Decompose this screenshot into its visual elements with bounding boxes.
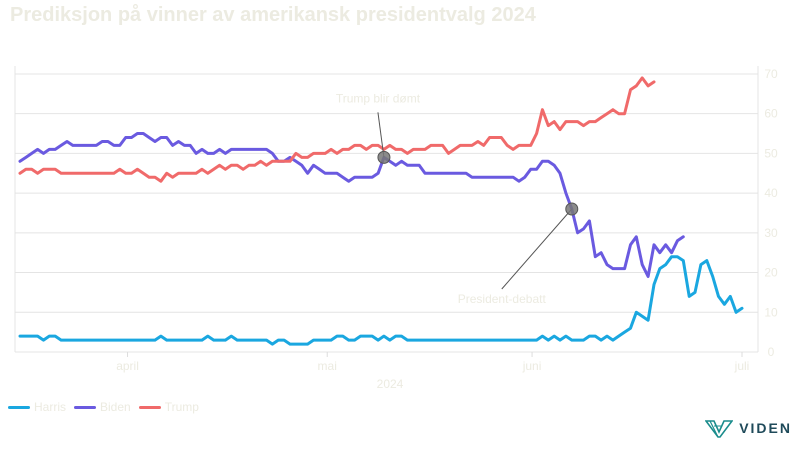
- annotation-label: President-debatt: [458, 292, 547, 306]
- legend-swatch-trump: [138, 405, 161, 409]
- legend-label-harris: Harris: [34, 400, 66, 414]
- y-tick-label: 50: [764, 146, 778, 160]
- viden-logo: VIDEN: [705, 418, 792, 438]
- y-tick-label: 0: [768, 345, 775, 359]
- grid-lines: [14, 66, 759, 353]
- y-axis-ticks: 0 10 20 30 40 50 60 70: [764, 67, 778, 359]
- viden-logo-icon: [705, 420, 734, 438]
- x-axis-ticks: april mai juni juli: [116, 352, 749, 373]
- logo-text: VIDEN: [739, 420, 792, 436]
- annotation-marker: [377, 150, 391, 164]
- legend-label-trump: Trump: [164, 400, 199, 414]
- series-line-biden: [18, 132, 685, 278]
- series-line-harris: [18, 255, 744, 346]
- annotation-label: Trump blir dømt: [336, 91, 421, 105]
- y-tick-label: 20: [764, 266, 778, 280]
- x-tick-label: juli: [734, 359, 750, 373]
- legend-item-biden[interactable]: Biden: [74, 400, 131, 414]
- chart-title: Prediksjon på vinner av amerikansk presi…: [10, 4, 536, 26]
- legend-item-trump[interactable]: Trump: [138, 400, 199, 414]
- y-tick-label: 10: [764, 305, 778, 319]
- series-line-trump: [18, 76, 656, 183]
- annotation-connector: [501, 208, 573, 290]
- legend-label-biden: Biden: [100, 400, 131, 414]
- legend-swatch-harris: [8, 405, 30, 409]
- legend-swatch-biden: [74, 405, 96, 409]
- annotation-connector: [377, 112, 385, 158]
- annotations: Trump blir dømt President-debatt: [336, 91, 579, 306]
- x-axis-year-label: 2024: [377, 377, 404, 391]
- annotation-marker: [565, 202, 579, 216]
- x-tick-label: juni: [522, 359, 542, 373]
- x-tick-label: april: [116, 359, 139, 373]
- y-tick-label: 40: [764, 186, 778, 200]
- x-tick-label: mai: [318, 359, 337, 373]
- y-tick-label: 60: [764, 107, 778, 121]
- y-tick-label: 30: [764, 226, 778, 240]
- legend-item-harris[interactable]: Harris: [8, 400, 66, 414]
- y-tick-label: 70: [764, 67, 778, 81]
- legend: Harris Biden Trump: [8, 400, 199, 414]
- series-lines: [18, 76, 744, 346]
